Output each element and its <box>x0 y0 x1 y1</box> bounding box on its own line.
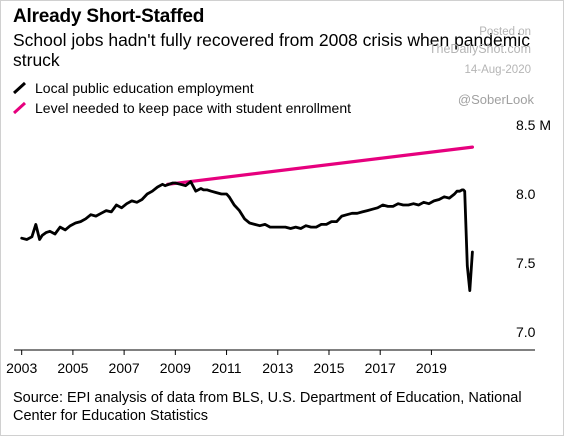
x-tick-label: 2019 <box>416 360 447 376</box>
x-tick-label: 2007 <box>109 360 140 376</box>
series-line-employment <box>20 180 474 293</box>
y-axis-ticks: 8.5 M 8.0 7.5 7.0 <box>516 117 551 340</box>
chart-subtitle: School jobs hadn't fully recovered from … <box>13 30 530 70</box>
x-tick-label: 2013 <box>262 360 293 376</box>
y-tick-label: 7.0 <box>516 324 536 340</box>
y-tick-label: 8.5 M <box>516 117 551 133</box>
series-line-enrollment <box>166 145 474 186</box>
watermark-posted-on: Posted on <box>479 26 531 38</box>
legend-label-employment: Local public education employment <box>35 80 254 96</box>
watermark-handle: @SoberLook <box>457 92 534 107</box>
x-tick-label: 2011 <box>211 360 241 376</box>
y-tick-label: 7.5 <box>516 255 536 271</box>
watermark-site: TheDailyShot.com <box>428 42 531 56</box>
x-tick-label: 2005 <box>57 360 88 376</box>
x-axis: 2003 2005 2007 2009 2011 2013 2015 2017 2019 <box>6 349 535 376</box>
watermark-date: 14-Aug-2020 <box>464 64 532 76</box>
y-tick-label: 8.0 <box>516 186 536 202</box>
chart-title: Already Short-Staffed <box>13 6 205 27</box>
legend-item-employment: Local public education employment <box>13 80 254 96</box>
x-tick-label: 2009 <box>160 360 191 376</box>
x-tick-label: 2017 <box>365 360 396 376</box>
series-lines <box>20 145 474 293</box>
legend-item-enrollment: Level needed to keep pace with student e… <box>13 100 351 116</box>
x-tick-label: 2003 <box>6 360 37 376</box>
source-note: Source: EPI analysis of data from BLS, U… <box>13 390 522 424</box>
x-tick-label: 2015 <box>313 360 344 376</box>
legend-label-enrollment: Level needed to keep pace with student e… <box>35 100 351 116</box>
